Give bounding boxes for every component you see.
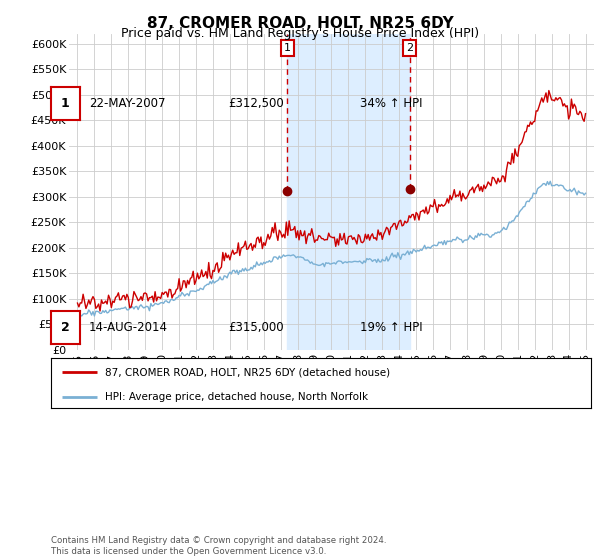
Text: 34% ↑ HPI: 34% ↑ HPI <box>360 97 422 110</box>
Text: £315,000: £315,000 <box>228 321 284 334</box>
Bar <box>287 34 410 350</box>
Text: 1: 1 <box>61 97 70 110</box>
Text: 19% ↑ HPI: 19% ↑ HPI <box>360 321 422 334</box>
Text: 2: 2 <box>406 43 413 53</box>
Text: 87, CROMER ROAD, HOLT, NR25 6DY (detached house): 87, CROMER ROAD, HOLT, NR25 6DY (detache… <box>105 367 390 377</box>
Text: Contains HM Land Registry data © Crown copyright and database right 2024.
This d: Contains HM Land Registry data © Crown c… <box>51 536 386 556</box>
Text: 2: 2 <box>61 321 70 334</box>
Text: £312,500: £312,500 <box>228 97 284 110</box>
Text: 87, CROMER ROAD, HOLT, NR25 6DY: 87, CROMER ROAD, HOLT, NR25 6DY <box>146 16 454 31</box>
Text: HPI: Average price, detached house, North Norfolk: HPI: Average price, detached house, Nort… <box>105 392 368 402</box>
Text: Price paid vs. HM Land Registry's House Price Index (HPI): Price paid vs. HM Land Registry's House … <box>121 27 479 40</box>
Text: 14-AUG-2014: 14-AUG-2014 <box>89 321 168 334</box>
Text: 22-MAY-2007: 22-MAY-2007 <box>89 97 166 110</box>
Text: 1: 1 <box>284 43 291 53</box>
